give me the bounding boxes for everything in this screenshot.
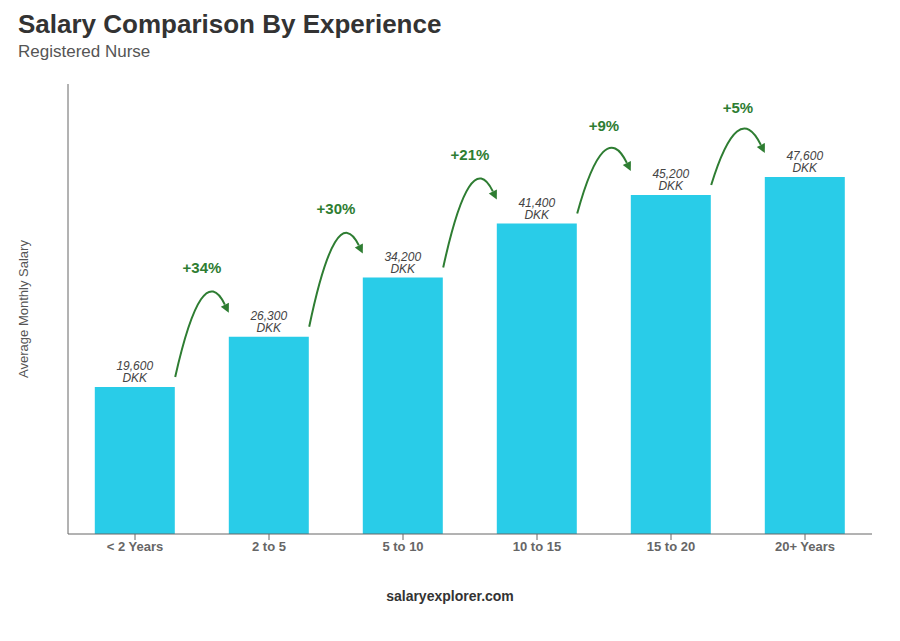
svg-text:Average Monthly Salary: Average Monthly Salary [16, 240, 31, 378]
svg-text:15 to 20: 15 to 20 [647, 539, 695, 554]
svg-text:+30%: +30% [317, 200, 356, 217]
svg-text:19,600DKK: 19,600DKK [116, 359, 153, 385]
svg-text:< 2 Years: < 2 Years [107, 539, 164, 554]
svg-text:34,200DKK: 34,200DKK [384, 250, 421, 276]
svg-text:+9%: +9% [589, 117, 619, 134]
svg-text:47,600DKK: 47,600DKK [786, 149, 823, 175]
svg-text:26,300DKK: 26,300DKK [249, 309, 287, 335]
svg-text:20+ Years: 20+ Years [775, 539, 835, 554]
svg-text:5 to 10: 5 to 10 [382, 539, 423, 554]
svg-text:+34%: +34% [183, 259, 222, 276]
html-text:Registered Nurse: Registered Nurse [18, 42, 151, 61]
html-text:salaryexplorer.com: salaryexplorer.com [386, 588, 514, 604]
svg-text:45,200DKK: 45,200DKK [652, 167, 689, 193]
svg-text:2 to 5: 2 to 5 [252, 539, 286, 554]
svg-text:10 to 15: 10 to 15 [513, 539, 561, 554]
svg-text:41,400DKK: 41,400DKK [518, 196, 555, 222]
svg-text:+5%: +5% [723, 99, 753, 116]
html-text:Salary Comparison By Experienc: Salary Comparison By Experience [18, 9, 442, 39]
svg-text:+21%: +21% [451, 146, 490, 163]
